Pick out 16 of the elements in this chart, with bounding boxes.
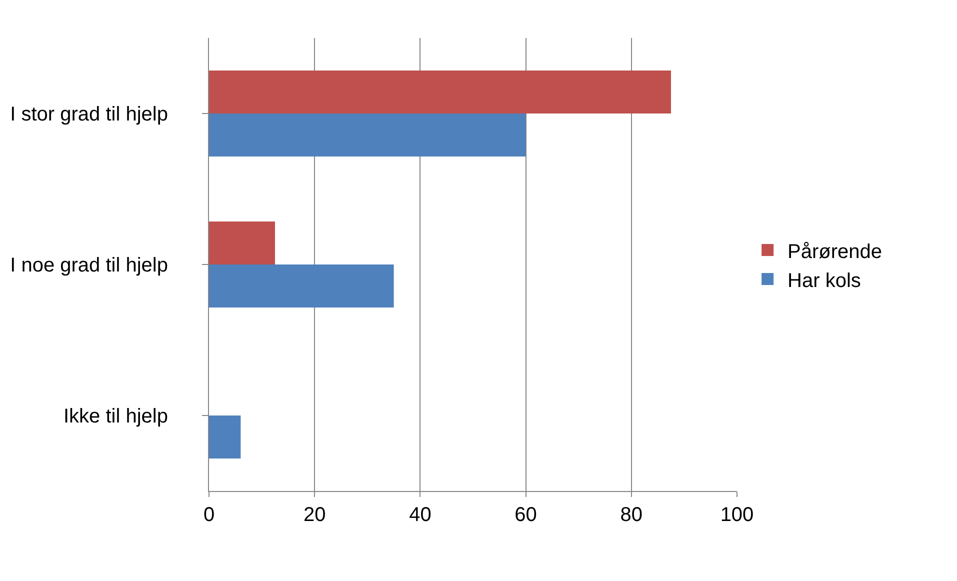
bar [209,221,275,264]
y-tick-label: Ikke til hjelp [64,406,168,428]
y-tick-label: I stor grad til hjelp [10,104,168,126]
x-tick-label: 80 [620,504,643,526]
x-tick-label: 0 [203,504,215,526]
legend-label: Har kols [788,270,861,292]
legend-label: Pårørende [788,240,882,263]
bar [209,264,394,308]
bar [209,416,241,459]
x-tick-label: 40 [409,504,432,526]
x-tick-label: 20 [303,504,326,526]
x-tick-label: 60 [514,504,537,526]
x-tick-label: 100 [720,504,754,526]
bar [209,114,526,157]
y-tick-label: I noe grad til hjelp [10,254,168,276]
bar [209,70,671,114]
